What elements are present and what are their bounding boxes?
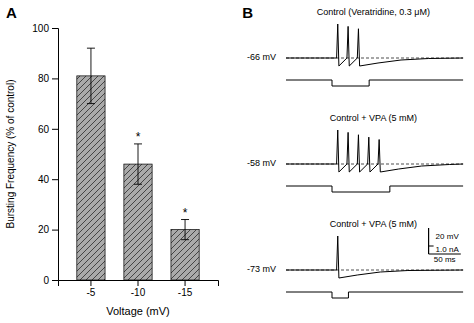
significance-marker: * <box>183 206 188 220</box>
panel-label: A <box>6 4 17 21</box>
panel-b: B Control (Veratridine, 0.3 μM) -66 mV Cont… <box>242 4 463 298</box>
tick-mark <box>185 280 186 286</box>
axis-line <box>52 29 59 281</box>
tick-mark <box>52 129 58 130</box>
error-bar-line <box>185 220 186 240</box>
tick-mark <box>52 28 58 29</box>
tick-label: -15 <box>178 287 193 298</box>
tick-mark <box>52 280 58 281</box>
tick: 40 <box>38 174 58 185</box>
axis-line <box>59 281 219 287</box>
error-bar-line <box>90 48 91 103</box>
annotations: ** <box>136 130 188 220</box>
current-trace <box>286 80 463 86</box>
voltage-label: -66 mV <box>247 52 276 62</box>
error-bar-cap <box>181 239 189 240</box>
tick: 80 <box>38 73 58 84</box>
error-bar-line <box>138 144 139 184</box>
plot-area <box>77 48 199 280</box>
tick-mark <box>52 179 58 180</box>
tick-mark <box>90 280 91 286</box>
scale-bar-label: 20 mV <box>436 232 460 241</box>
significance-marker: * <box>136 130 141 144</box>
scale-bar-line <box>428 228 429 254</box>
bar <box>77 76 105 280</box>
tick: -15 <box>178 280 193 298</box>
error-bar-cap <box>87 103 95 104</box>
y-axis-title: Bursting Frequency (% of control) <box>5 80 16 229</box>
scale-bar-label: 1.0 nA <box>436 245 460 254</box>
voltage-trace <box>286 130 463 172</box>
tick: 60 <box>38 124 58 135</box>
x-axis-title: Voltage (mV) <box>106 305 170 317</box>
current-trace <box>286 292 463 298</box>
panel-label: B <box>242 4 253 21</box>
error-bar-cap <box>134 184 142 185</box>
tick-label: -10 <box>131 287 146 298</box>
tick: 20 <box>38 224 58 235</box>
figure: 020406080100-5-10-15**Voltage (mV)Bursti… <box>0 0 474 323</box>
tick-mark <box>138 280 139 286</box>
trace-title: Control + VPA (5 mM) <box>330 113 417 123</box>
x-axis: -5 -10 -15 <box>59 280 219 298</box>
error-bar <box>87 48 95 103</box>
error-bar <box>181 220 189 240</box>
tick-label: -5 <box>86 287 95 298</box>
voltage-label: -73 mV <box>247 264 276 274</box>
scale-bar-line <box>429 246 434 247</box>
tick-label: 80 <box>38 73 50 84</box>
y-axis: 0 20 40 60 80 100 <box>32 23 58 286</box>
tick: 100 <box>32 23 58 34</box>
current-trace <box>286 186 463 192</box>
tick-label: 0 <box>43 275 49 286</box>
trace-title: Control (Veratridine, 0.3 μM) <box>317 7 430 17</box>
trace-title: Control + VPA (5 mM) <box>330 219 417 229</box>
tick: 0 <box>43 275 58 286</box>
tick-label: 100 <box>32 23 49 34</box>
voltage-trace <box>286 24 463 66</box>
voltage-label: -58 mV <box>247 158 276 168</box>
tick-mark <box>52 78 58 79</box>
tick-label: 40 <box>38 174 50 185</box>
error-bar-cap <box>87 48 95 49</box>
error-bar <box>134 144 142 184</box>
scale-bar: 20 mV 1.0 nA50 ms <box>429 228 461 264</box>
tick-label: 60 <box>38 124 50 135</box>
tick-label: 20 <box>38 224 50 235</box>
voltage-trace <box>286 236 463 278</box>
tick: -5 <box>86 280 95 298</box>
tick: -10 <box>131 280 146 298</box>
scale-bar-label: 50 ms <box>434 255 456 264</box>
tick-mark <box>52 230 58 231</box>
